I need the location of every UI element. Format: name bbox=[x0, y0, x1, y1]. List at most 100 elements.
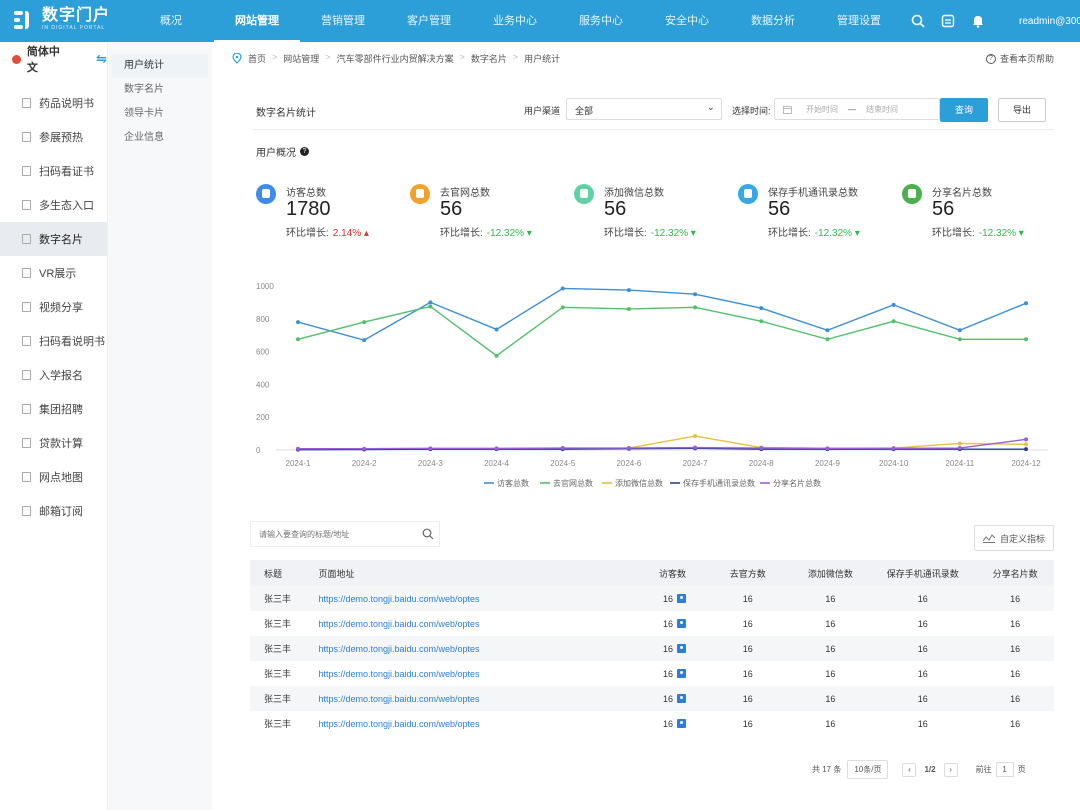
data-point[interactable] bbox=[693, 292, 698, 297]
sidebar-item-2[interactable]: 扫码看证书 bbox=[0, 154, 107, 188]
data-point[interactable] bbox=[296, 337, 300, 342]
data-point[interactable] bbox=[891, 319, 896, 324]
breadcrumb-item[interactable]: 网站管理 bbox=[283, 54, 320, 64]
query-button[interactable]: 查询 bbox=[940, 98, 988, 122]
data-point[interactable] bbox=[759, 319, 764, 324]
data-point[interactable] bbox=[428, 446, 433, 451]
sidebar-item-11[interactable]: 网点地图 bbox=[0, 460, 107, 494]
page-url-link[interactable]: https://demo.tongji.baidu.com/web/optes bbox=[318, 618, 480, 629]
data-point[interactable] bbox=[693, 445, 698, 450]
column-header[interactable]: 页面地址 bbox=[318, 568, 355, 579]
data-point[interactable] bbox=[494, 446, 499, 451]
data-point[interactable] bbox=[560, 446, 565, 451]
visitor-detail-icon[interactable] bbox=[676, 593, 686, 603]
data-point[interactable] bbox=[428, 300, 433, 305]
legend-label[interactable]: 访客总数 bbox=[497, 478, 529, 488]
legend-label[interactable]: 保存手机通讯录总数 bbox=[683, 478, 755, 488]
data-point[interactable] bbox=[825, 328, 830, 333]
search-icon[interactable] bbox=[905, 0, 931, 42]
column-header[interactable]: 访客数 bbox=[658, 568, 686, 579]
subnav-item-0[interactable]: 用户统计 bbox=[112, 54, 208, 78]
legend-label[interactable]: 去官网总数 bbox=[553, 478, 593, 488]
nav-item-1[interactable]: 网站管理 bbox=[214, 0, 300, 42]
prev-page-button[interactable]: ‹ bbox=[902, 762, 917, 777]
page-url-link[interactable]: https://demo.tongji.baidu.com/web/optes bbox=[318, 693, 480, 704]
visitor-detail-icon[interactable] bbox=[676, 618, 686, 628]
nav-item-8[interactable]: 管理设置 bbox=[837, 15, 881, 27]
page-url-link[interactable]: https://demo.tongji.baidu.com/web/optes bbox=[318, 593, 480, 604]
visitor-detail-icon[interactable] bbox=[676, 668, 686, 678]
data-point[interactable] bbox=[626, 446, 631, 451]
table-cell[interactable]: https://demo.tongji.baidu.com/web/optes bbox=[318, 644, 610, 654]
visitor-detail-icon[interactable] bbox=[676, 643, 686, 653]
sidebar-item-5[interactable]: VR展示 bbox=[0, 256, 107, 290]
sidebar-item-4[interactable]: 数字名片 bbox=[0, 222, 107, 256]
data-point[interactable] bbox=[891, 302, 896, 307]
nav-item-2[interactable]: 营销管理 bbox=[321, 15, 365, 27]
date-range-picker[interactable]: 开始时间 — 结束时间 bbox=[774, 98, 940, 120]
data-point[interactable] bbox=[759, 446, 764, 451]
table-cell[interactable]: https://demo.tongji.baidu.com/web/optes bbox=[318, 594, 610, 604]
nav-item-3[interactable]: 客户管理 bbox=[407, 15, 451, 27]
data-point[interactable] bbox=[362, 446, 367, 451]
data-point[interactable] bbox=[693, 305, 698, 310]
data-point[interactable] bbox=[759, 306, 764, 311]
data-point[interactable] bbox=[296, 320, 300, 325]
data-point[interactable] bbox=[957, 328, 962, 333]
page-url-link[interactable]: https://demo.tongji.baidu.com/web/optes bbox=[318, 718, 480, 729]
subnav-item-1[interactable]: 数字名片 bbox=[124, 84, 164, 95]
custom-metric-button[interactable]: 自定义指标 bbox=[974, 525, 1054, 551]
data-point[interactable] bbox=[693, 434, 698, 439]
breadcrumb-item[interactable]: 数字名片 bbox=[470, 54, 507, 64]
data-point[interactable] bbox=[825, 446, 830, 451]
data-point[interactable] bbox=[560, 305, 565, 310]
data-point[interactable] bbox=[560, 286, 565, 291]
page-url-link[interactable]: https://demo.tongji.baidu.com/web/optes bbox=[318, 643, 480, 654]
search-button[interactable] bbox=[416, 522, 440, 546]
sidebar-item-12[interactable]: 邮箱订阅 bbox=[0, 494, 107, 528]
bell-icon[interactable] bbox=[965, 0, 991, 42]
data-point[interactable] bbox=[428, 304, 433, 309]
channel-select[interactable]: 全部 ⌄ bbox=[566, 98, 722, 120]
data-point[interactable] bbox=[1024, 447, 1028, 452]
nav-item-4[interactable]: 业务中心 bbox=[493, 15, 537, 27]
column-header[interactable]: 标题 bbox=[264, 568, 283, 579]
column-header[interactable]: 分享名片数 bbox=[992, 568, 1038, 579]
data-point[interactable] bbox=[957, 446, 962, 451]
sidebar-item-10[interactable]: 贷款计算 bbox=[0, 426, 107, 460]
legend-label[interactable]: 添加微信总数 bbox=[615, 478, 663, 488]
column-header[interactable]: 去官方数 bbox=[729, 568, 766, 579]
language-switch[interactable]: 简体中文 ⇋ bbox=[0, 42, 107, 76]
data-point[interactable] bbox=[494, 327, 499, 332]
sidebar-item-1[interactable]: 参展预热 bbox=[0, 120, 107, 154]
data-point[interactable] bbox=[1024, 442, 1028, 447]
data-point[interactable] bbox=[1024, 437, 1028, 442]
export-button[interactable]: 导出 bbox=[998, 98, 1046, 122]
question-icon[interactable]: ? bbox=[300, 147, 309, 156]
nav-item-7[interactable]: 数据分析 bbox=[751, 15, 795, 27]
swap-icon[interactable]: ⇋ bbox=[96, 51, 107, 66]
sidebar-item-9[interactable]: 集团招聘 bbox=[0, 392, 107, 426]
data-point[interactable] bbox=[362, 338, 367, 343]
help-link[interactable]: ? 查看本页帮助 bbox=[985, 52, 1054, 65]
nav-item-0[interactable]: 概况 bbox=[160, 15, 182, 27]
breadcrumb-item[interactable]: 首页 bbox=[248, 54, 267, 64]
user-account[interactable]: readmin@300 bbox=[1019, 15, 1080, 27]
data-point[interactable] bbox=[362, 320, 367, 325]
data-point[interactable] bbox=[1024, 337, 1028, 342]
data-point[interactable] bbox=[296, 446, 300, 451]
next-page-button[interactable]: › bbox=[943, 762, 958, 777]
sidebar-item-0[interactable]: 药品说明书 bbox=[0, 86, 107, 120]
page-url-link[interactable]: https://demo.tongji.baidu.com/web/optes bbox=[318, 668, 480, 679]
sidebar-item-8[interactable]: 入学报名 bbox=[0, 358, 107, 392]
visitor-detail-icon[interactable] bbox=[676, 693, 686, 703]
data-point[interactable] bbox=[957, 441, 962, 446]
legend-label[interactable]: 分享名片总数 bbox=[773, 478, 821, 488]
column-header[interactable]: 保存手机通讯录数 bbox=[886, 568, 959, 579]
search-input[interactable] bbox=[251, 522, 415, 546]
sidebar-item-6[interactable]: 视频分享 bbox=[0, 290, 107, 324]
data-point[interactable] bbox=[957, 337, 962, 342]
visitor-detail-icon[interactable] bbox=[676, 718, 686, 728]
nav-item-5[interactable]: 服务中心 bbox=[579, 15, 623, 27]
subnav-item-2[interactable]: 领导卡片 bbox=[124, 108, 164, 119]
